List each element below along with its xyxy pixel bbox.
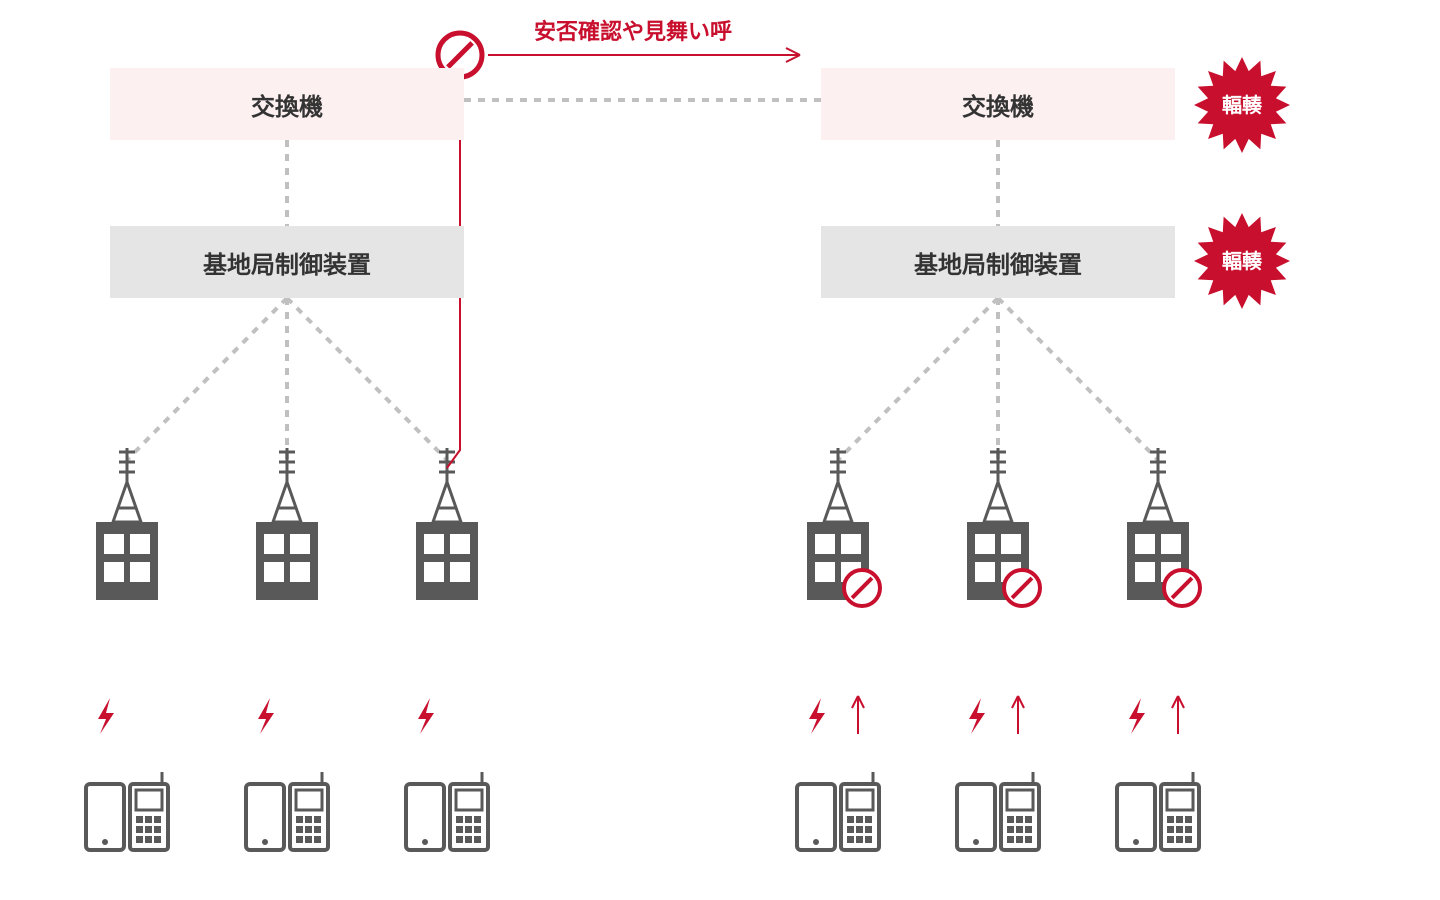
congestion-burst-label-0: 輻輳 [1222, 94, 1263, 117]
diagram-canvas: 輻輳輻輳 交換機基地局制御装置交換機基地局制御装置安否確認や見舞い呼 [0, 0, 1440, 900]
controller-box-1: 基地局制御装置 [821, 226, 1175, 298]
controller-box-0: 基地局制御装置 [110, 226, 464, 298]
top-arrow-label: 安否確認や見舞い呼 [534, 14, 732, 46]
congestion-burst-label-1: 輻輳 [1222, 250, 1263, 273]
exchange-box-0: 交換機 [110, 68, 464, 140]
exchange-box-1: 交換機 [821, 68, 1175, 140]
